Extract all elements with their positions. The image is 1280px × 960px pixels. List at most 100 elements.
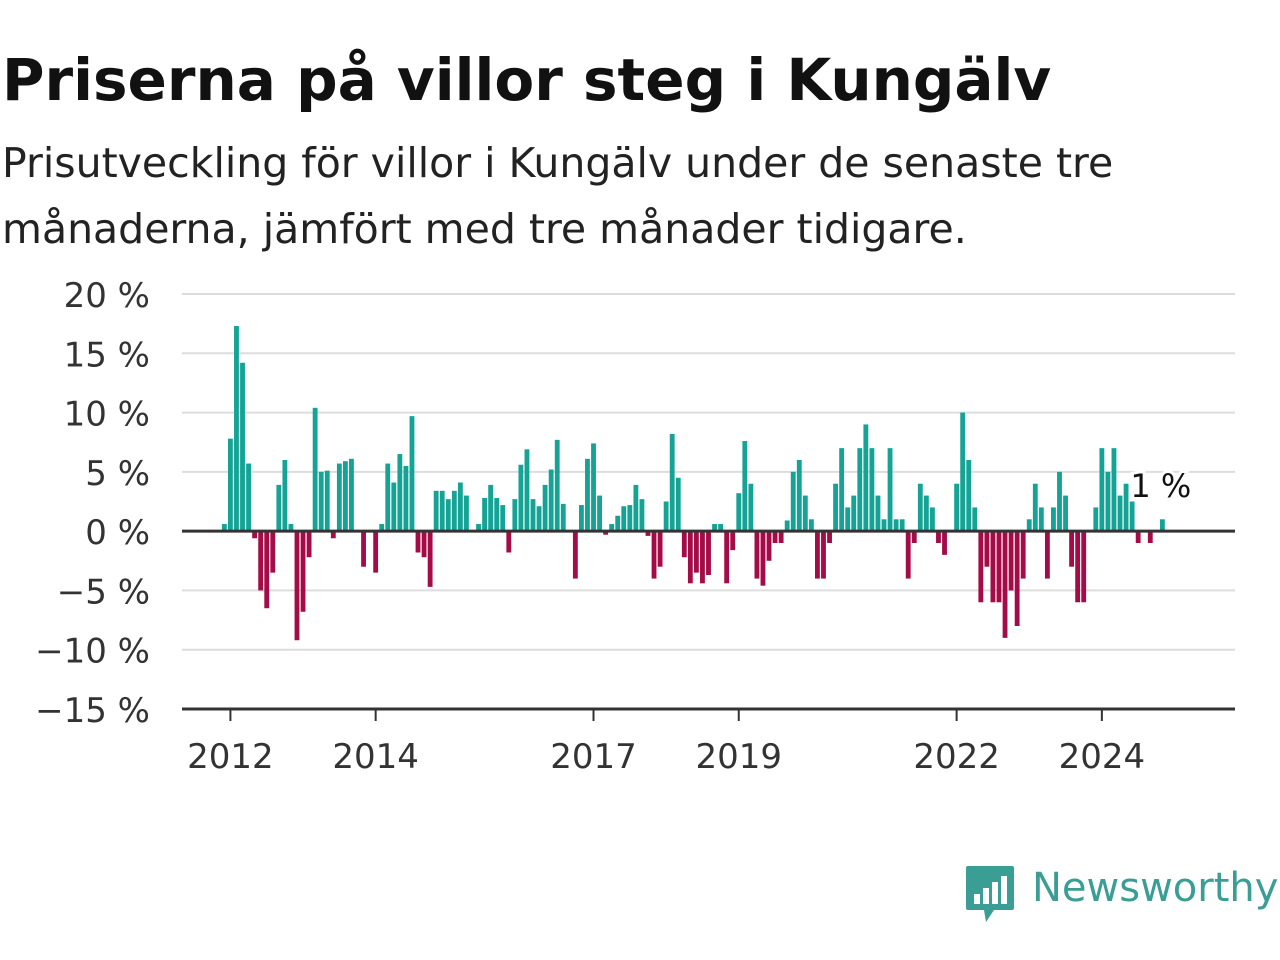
bar: [457, 482, 463, 532]
bar: [796, 460, 802, 532]
bar: [288, 524, 294, 532]
bar: [1093, 507, 1099, 532]
bar: [548, 469, 554, 532]
bar: [1026, 519, 1032, 532]
bar: [724, 531, 730, 584]
bar: [1008, 531, 1014, 591]
bar: [252, 531, 258, 539]
bar: [645, 531, 651, 536]
bar: [815, 531, 820, 579]
bar: [1075, 531, 1081, 603]
x-tick-label: 2012: [187, 737, 274, 777]
bar: [1129, 501, 1135, 532]
bar: [1147, 531, 1153, 543]
bar: [336, 463, 342, 532]
bar: [899, 519, 905, 532]
bar: [972, 507, 978, 532]
x-tick-label: 2024: [1059, 737, 1146, 777]
bar: [294, 531, 300, 641]
bar: [585, 458, 590, 532]
bar: [385, 463, 391, 532]
bar: [851, 495, 857, 532]
brand-logo: Newsworthy: [964, 864, 1280, 928]
bar: [1111, 448, 1117, 532]
bar: [240, 362, 245, 532]
bar: [258, 531, 264, 591]
bar: [246, 463, 251, 532]
bar: [512, 499, 518, 532]
bar: [748, 483, 754, 532]
bar: [536, 506, 542, 532]
bar: [1002, 531, 1008, 638]
bar: [530, 499, 536, 532]
bar: [730, 531, 736, 551]
bar: [863, 424, 869, 532]
bar: [403, 465, 409, 532]
bar: [966, 460, 972, 532]
x-tick-label: 2019: [695, 737, 782, 777]
bar: [802, 495, 808, 532]
bar: [488, 484, 494, 532]
bar: [639, 499, 645, 532]
bar: [833, 483, 839, 532]
bar: [609, 524, 615, 532]
bar: [681, 531, 687, 558]
bar: [923, 495, 929, 532]
bar: [693, 531, 699, 573]
bar: [1020, 531, 1026, 579]
bar: [330, 531, 336, 539]
bar: [276, 484, 282, 532]
y-tick-label: 5 %: [85, 454, 150, 494]
bar: [929, 507, 935, 532]
bar: [808, 519, 814, 532]
bar: [760, 531, 766, 586]
bar: [742, 441, 748, 532]
x-tick-label: 2022: [913, 737, 1000, 777]
bar: [518, 464, 524, 532]
bar: [778, 531, 784, 543]
bar: [227, 438, 233, 532]
y-tick-label: 0 %: [85, 513, 150, 553]
axes: [182, 529, 1235, 711]
bar: [1159, 519, 1165, 532]
bar: [439, 490, 445, 532]
bar: [270, 531, 276, 573]
newsworthy-logo-icon: [966, 866, 1014, 922]
bar: [300, 531, 306, 612]
chart-subtitle: Prisutveckling för villor i Kungälv unde…: [2, 139, 1114, 253]
bar: [887, 448, 893, 532]
bar: [397, 454, 403, 532]
y-tick-label: 10 %: [64, 395, 150, 435]
x-axis-ticks: 2012 2014 2017 2019 2022 2024: [187, 709, 1145, 777]
bar: [917, 483, 923, 532]
bar: [718, 524, 724, 532]
bar: [1038, 507, 1044, 532]
bar: [391, 482, 397, 532]
bar: [996, 531, 1002, 603]
bar: [875, 495, 881, 532]
bar: [500, 505, 506, 532]
bar: [1032, 483, 1038, 532]
bar: [361, 531, 366, 567]
bar: [1105, 471, 1111, 532]
bar: [869, 448, 875, 532]
bar: [324, 470, 330, 532]
bar: [706, 531, 711, 576]
bar: [687, 531, 693, 584]
bar: [1057, 471, 1062, 532]
bar: [627, 505, 633, 532]
bar: [597, 495, 602, 532]
bar: [772, 531, 778, 543]
bar: [1014, 531, 1020, 626]
bar: [615, 515, 621, 532]
brand-name: Newsworthy: [1032, 865, 1279, 911]
bar: [911, 531, 917, 543]
bar: [373, 531, 379, 573]
bar: [318, 471, 324, 532]
bar: [1099, 448, 1105, 532]
bar: [312, 407, 318, 532]
bar: [234, 326, 239, 532]
bar: [675, 477, 681, 532]
bar: [712, 524, 717, 532]
